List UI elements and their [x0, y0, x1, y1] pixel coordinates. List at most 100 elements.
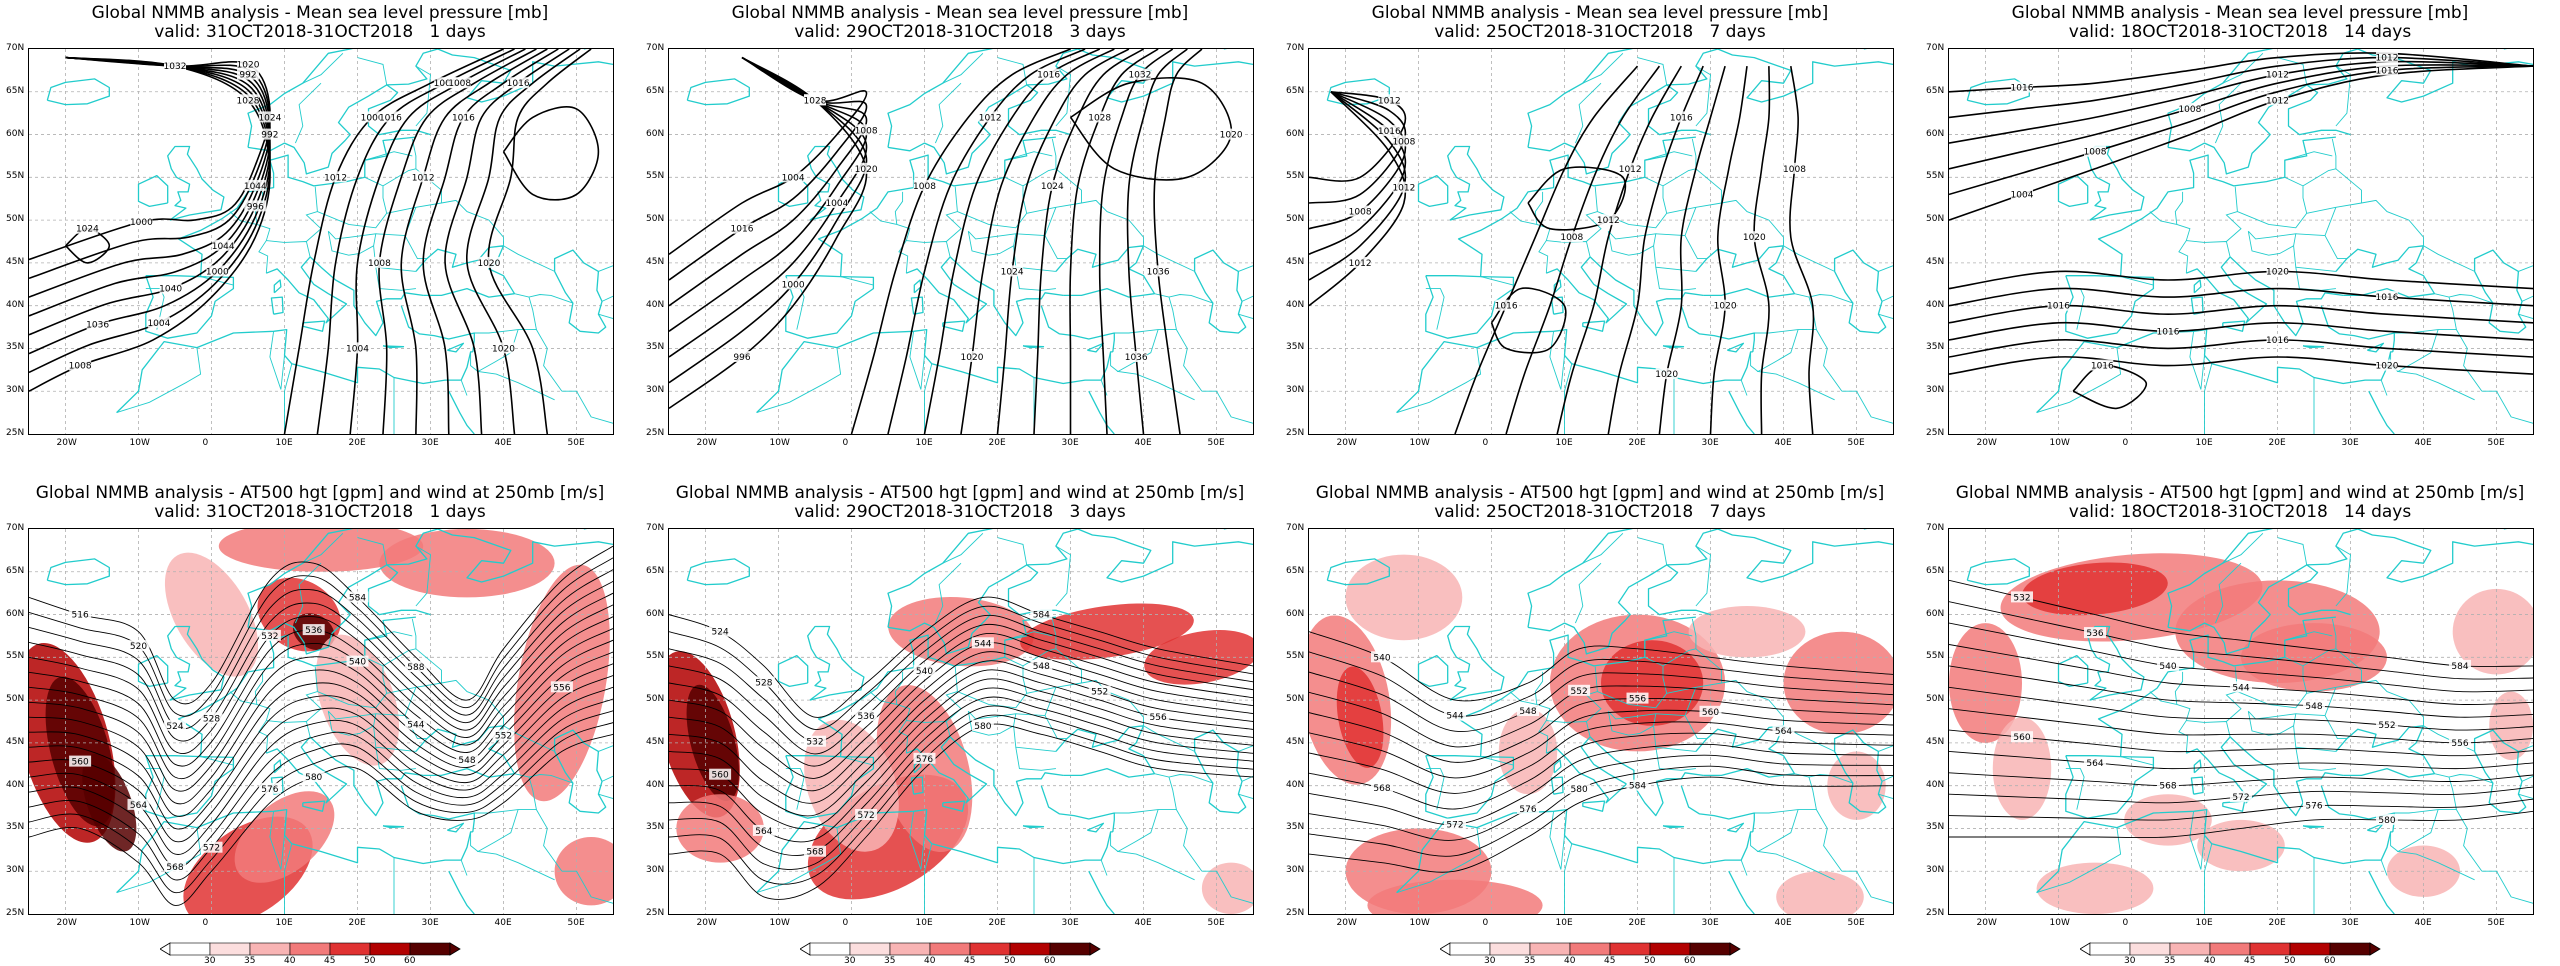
contour-line — [1949, 772, 2533, 787]
coastline — [1193, 249, 1247, 334]
contour-label-bg — [147, 316, 170, 328]
country-border — [2174, 191, 2184, 225]
contour-line — [669, 642, 1253, 779]
contour-line — [1309, 91, 1407, 256]
coastline — [949, 256, 1064, 337]
panel-valid-line: valid: 29OCT2018-31OCT2018 3 days — [794, 22, 1126, 42]
lat-tick-label: 35N — [1926, 822, 1945, 833]
country-border — [906, 720, 951, 738]
contour-label-bg — [477, 256, 500, 268]
colorbar-segment — [1489, 942, 1531, 956]
colorbar-segment — [969, 942, 1011, 956]
coastline — [2473, 729, 2527, 814]
country-border — [967, 230, 1017, 256]
coastline — [1077, 529, 1253, 583]
contour-label: 540 — [349, 658, 366, 668]
country-border — [2456, 809, 2483, 872]
country-border — [1114, 776, 1177, 814]
contour-label-bg — [1626, 692, 1649, 704]
lat-tick-label: 70N — [6, 523, 25, 533]
country-border — [1666, 679, 1784, 718]
country-border — [1116, 809, 1195, 881]
country-border — [945, 186, 962, 242]
contour-label-bg — [237, 94, 259, 106]
country-border — [284, 363, 293, 434]
panel-title-line: Global NMMB analysis - Mean sea level pr… — [1371, 3, 1829, 23]
coastline — [367, 84, 431, 136]
contour-label: 1044 — [212, 242, 235, 252]
contour-line — [1309, 651, 1893, 717]
lat-tick-label: 50N — [6, 694, 25, 705]
contour-label: 1016 — [2376, 293, 2399, 303]
country-border — [1509, 691, 1551, 754]
lat-tick-label: 45N — [1926, 736, 1945, 747]
contour-label-bg — [1147, 265, 1170, 277]
country-border — [1841, 390, 1893, 424]
contour-label: 568 — [1373, 784, 1390, 794]
country-border — [1026, 679, 1144, 718]
lon-tick-label: 50E — [2487, 438, 2505, 448]
contour-line — [502, 106, 600, 201]
wind-shading-area — [1776, 871, 1864, 914]
coastline — [756, 328, 1113, 414]
country-border — [1110, 351, 1119, 372]
contour-label: 564 — [1775, 727, 1792, 737]
country-border — [894, 191, 904, 225]
coastline — [382, 825, 405, 829]
coastline — [1087, 342, 1105, 353]
country-border — [967, 710, 1017, 736]
contour-label: 1024 — [1001, 267, 1024, 277]
country-border — [1695, 168, 1722, 203]
lon-tick-label: 50E — [567, 438, 585, 448]
contour-label: 580 — [2378, 816, 2395, 826]
lat-tick-label: 60N — [1926, 128, 1945, 139]
country-border — [1026, 199, 1144, 238]
lon-tick-label: 10W — [129, 918, 150, 928]
map-panel: Global NMMB analysis - AT500 hgt [gpm] a… — [1280, 480, 1920, 966]
colorbar-label: 35 — [2164, 956, 2176, 966]
wind-shading-area — [218, 529, 424, 572]
country-border — [2456, 329, 2483, 392]
colorbar-segment — [2129, 942, 2171, 956]
lat-tick-label: 50N — [1926, 694, 1945, 705]
contour-label-bg — [452, 111, 475, 123]
coastline — [1396, 328, 1753, 414]
coastline — [1077, 49, 1253, 103]
panel-title-line: Global NMMB analysis - Mean sea level pr… — [91, 3, 549, 23]
coastline — [2229, 256, 2344, 337]
contour-line — [316, 49, 515, 434]
contour-label-bg — [1444, 818, 1466, 830]
lat-tick-label: 40N — [1286, 299, 1305, 310]
coastline — [1680, 305, 1755, 352]
contour-label: 1008 — [1560, 233, 1583, 243]
lat-tick-label: 45N — [6, 256, 25, 267]
country-border — [2120, 276, 2154, 286]
country-border — [909, 811, 925, 870]
panel-valid-line: valid: 25OCT2018-31OCT2018 7 days — [1434, 22, 1766, 42]
country-border — [1740, 379, 1748, 396]
lat-tick-label: 60N — [1286, 608, 1305, 619]
contour-line — [29, 592, 613, 755]
coastline — [1717, 529, 1893, 583]
lon-tick-label: 40E — [494, 918, 512, 928]
wind-shading-area — [379, 529, 555, 598]
contour-label-bg — [1517, 803, 1539, 814]
wind-shading-area — [1345, 554, 1463, 641]
contour-label: 1016 — [2266, 336, 2289, 346]
panel-title-line: Global NMMB analysis - Mean sea level pr… — [2011, 3, 2469, 23]
lat-tick-label: 25N — [1926, 428, 1945, 438]
contour-label-bg — [2084, 756, 2106, 768]
country-border — [284, 843, 293, 914]
contour-label: 1016 — [379, 113, 402, 123]
country-border — [924, 363, 933, 434]
colorbar-label: 40 — [924, 956, 936, 966]
coastline — [1550, 776, 1564, 795]
contour-label-bg — [1743, 231, 1766, 243]
country-border — [561, 390, 613, 424]
country-border — [1881, 295, 1893, 302]
contour-label-bg — [2011, 188, 2033, 200]
contour-label: 1024 — [1041, 182, 1064, 192]
contour-label-bg — [2157, 659, 2179, 671]
contour-label-bg — [130, 215, 153, 227]
country-border — [840, 276, 874, 286]
